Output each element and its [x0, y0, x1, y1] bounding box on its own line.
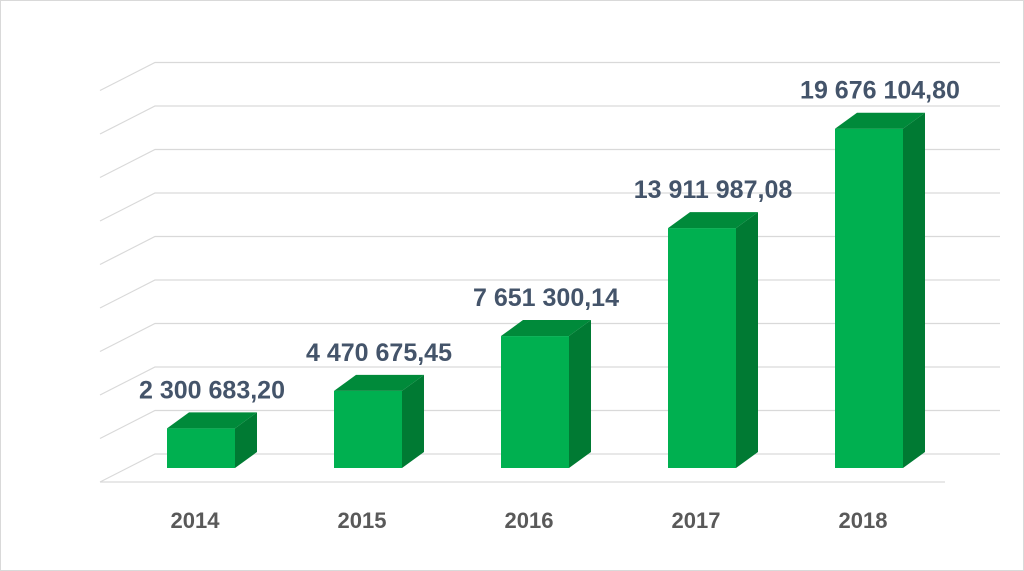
data-label: 2 300 683,20: [139, 376, 285, 404]
bar-top: [668, 212, 758, 229]
bar-2016: [501, 320, 591, 468]
x-tick-label: 2016: [505, 508, 554, 533]
bar-top: [334, 374, 424, 391]
bar-top: [501, 320, 591, 337]
bar-front: [167, 428, 235, 468]
data-label: 19 676 104,80: [800, 77, 960, 105]
bar-side: [235, 412, 257, 468]
bar-2015: [334, 374, 424, 468]
x-tick-label: 2018: [839, 508, 888, 533]
data-label: 7 651 300,14: [473, 284, 619, 312]
x-tick-label: 2014: [171, 508, 221, 533]
bar-top: [835, 112, 925, 129]
gridline: [99, 148, 1000, 179]
bar-side: [736, 212, 758, 468]
x-axis-ticks: 2014 2015 2016 2017 2018: [171, 508, 888, 533]
bars: [167, 112, 925, 468]
bar-2014: [167, 412, 257, 468]
gridline: [99, 192, 1000, 222]
x-tick-label: 2015: [338, 508, 387, 533]
bar-front: [501, 336, 569, 468]
data-labels: 2 300 683,20 4 470 675,45 7 651 300,14 13 9…: [139, 77, 960, 405]
bar-top: [167, 412, 257, 429]
bar-front: [334, 390, 402, 468]
bar-side: [402, 374, 424, 468]
gridline: [99, 105, 1000, 135]
data-label: 4 470 675,45: [306, 339, 452, 367]
bar-2018: [835, 112, 925, 468]
bar-side: [569, 320, 591, 468]
data-label: 13 911 987,08: [634, 176, 793, 204]
bar-2017: [668, 212, 758, 468]
gridline: [99, 61, 1000, 92]
bar-side: [903, 112, 925, 468]
bar-front: [668, 228, 736, 468]
x-tick-label: 2017: [672, 508, 721, 533]
bar-front: [835, 128, 903, 468]
